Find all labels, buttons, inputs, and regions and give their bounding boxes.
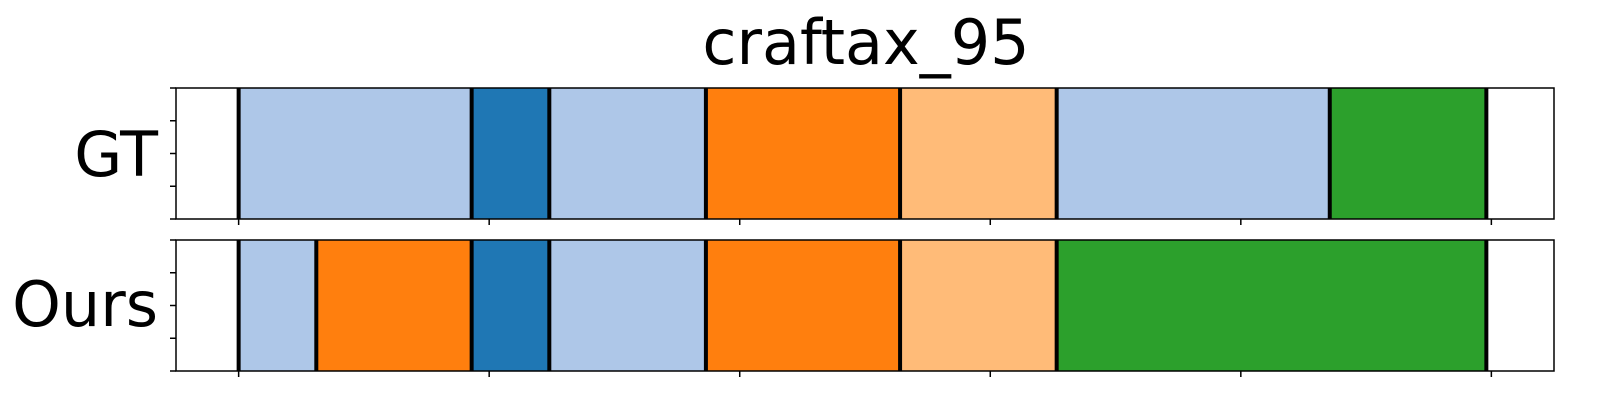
segment-light_blue — [238, 240, 317, 371]
row-label: Ours — [12, 268, 158, 341]
row-ours: Ours — [12, 239, 1555, 377]
segment-green — [1056, 240, 1487, 371]
rows-layer: GT Ours — [12, 87, 1555, 377]
segment-light_orange — [900, 88, 1057, 219]
segment-blue — [471, 88, 550, 219]
row-gt: GT — [74, 87, 1555, 225]
segment-light_blue — [549, 88, 706, 219]
chart-title: craftax_95 — [702, 6, 1029, 79]
segment-light_blue — [1056, 88, 1330, 219]
segment-light_blue — [549, 240, 706, 371]
segment-orange — [316, 240, 472, 371]
segment-orange — [705, 240, 901, 371]
segment-light_orange — [900, 240, 1057, 371]
row-label: GT — [74, 118, 159, 191]
segment-blue — [471, 240, 550, 371]
segment-green — [1329, 88, 1487, 219]
segment-light_blue — [238, 88, 472, 219]
segment-orange — [705, 88, 901, 219]
